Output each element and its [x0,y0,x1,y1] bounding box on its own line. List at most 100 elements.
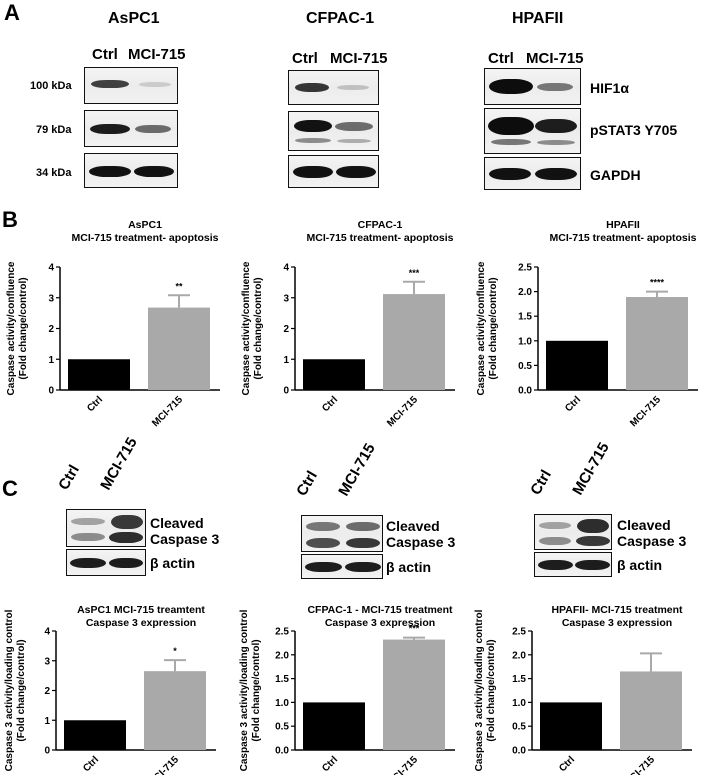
y-tick-label: 1.0 [275,698,289,709]
western-blot-gapdh-cfpac1 [288,155,379,188]
chart-title: HPAFII- MCI-715 treatment [551,604,683,616]
lane-label-ctrl: Ctrl [55,462,83,493]
protein-label-gapdh: GAPDH [590,167,641,183]
lane-label-treated: MCI-715 [330,50,388,67]
panel-label-a: A [4,0,20,25]
western-blot-caspase3-hpafii [534,514,612,550]
western-blot-caspase3-aspc1 [66,509,146,547]
bar-ctrl [546,340,608,390]
y-axis-label: Caspase 3 activity/loading control [4,609,15,771]
mw-marker-100: 100 kDa [30,80,72,92]
y-axis-label: Caspase activity/confluence [476,261,487,395]
x-tick-label: MCI-715 [150,394,185,429]
protein-label-hif1a: HIF1α [590,80,629,96]
western-blot-beta-actin-hpafii [534,552,612,577]
chart-title: MCI-715 treatment- apoptosis [71,232,218,244]
western-blot-beta-actin-aspc1 [66,549,146,576]
x-tick-label: Ctrl [81,754,101,774]
protein-label-beta-actin: β actin [617,557,663,573]
bar-mci-715 [383,639,445,750]
y-tick-label: 2.0 [512,650,526,661]
y-tick-label: 0.5 [275,722,289,733]
bar-ctrl [540,702,602,750]
cell-line-title-aspc1: AsPC1 [108,10,160,27]
y-axis-label: (Fold change/control) [488,277,499,379]
x-tick-label: MCI-715 [628,394,663,429]
chart-title: Caspase 3 expression [325,617,435,629]
x-tick-label: MCI-715 [146,754,181,775]
bar-ctrl [303,702,365,750]
chart-title: CFPAC-1 [358,219,403,231]
y-tick-label: 3 [48,293,54,304]
y-axis-label: (Fold change/control) [18,277,29,379]
chart-title: MCI-715 treatment- apoptosis [549,232,696,244]
y-tick-label: 1.5 [518,312,532,323]
protein-label-beta-actin: β actin [150,555,196,571]
y-tick-label: 0 [48,386,54,397]
protein-label-cleaved: Cleaved [617,517,671,533]
protein-label-caspase3: Caspase 3 [150,531,220,547]
bar-mci-715 [148,307,210,390]
protein-label-caspase3: Caspase 3 [386,534,456,550]
x-tick-label: Ctrl [320,754,340,774]
y-tick-label: 2.5 [275,627,289,638]
y-axis-label: Caspase 3 activity/loading control [474,609,485,771]
y-tick-label: 0.0 [518,386,532,397]
chart-title: CFPAC-1 - MCI-715 treatment [307,604,453,616]
western-blot-gapdh-hpafii [484,157,581,190]
protein-label-pstat3: pSTAT3 Y705 [590,122,678,138]
significance-marker: * [173,646,177,656]
y-tick-label: 2 [48,324,54,335]
x-tick-label: Ctrl [320,394,340,414]
chart-title: AsPC1 MCI-715 treamtent [77,604,205,616]
y-axis-label: Caspase activity/confluence [241,261,252,395]
y-tick-label: 2.5 [518,263,532,274]
chart-title: AsPC1 [128,219,162,231]
lane-label-ctrl: Ctrl [293,468,321,499]
y-tick-label: 0.0 [275,746,289,757]
y-tick-label: 1 [283,355,289,366]
y-tick-label: 0 [283,386,289,397]
y-tick-label: 1.0 [518,336,532,347]
y-tick-label: 1.5 [512,674,526,685]
lane-label-ctrl: Ctrl [488,50,514,67]
y-tick-label: 0.5 [518,361,532,372]
x-tick-label: MCI-715 [385,754,420,775]
y-tick-label: 4 [283,263,289,274]
chart-title: MCI-715 treatment- apoptosis [306,232,453,244]
western-blot-hif1a-cfpac1 [288,70,379,105]
protein-label-caspase3: Caspase 3 [617,533,687,549]
chart-title: Caspase 3 expression [562,617,672,629]
significance-marker: *** [409,268,420,278]
y-axis-label: (Fold change/control) [251,639,262,741]
cell-line-title-cfpac1: CFPAC-1 [306,10,375,27]
western-blot-hif1a-hpafii [484,68,581,105]
y-axis-label: Caspase 3 activity/loading control [239,609,250,771]
y-axis-label: (Fold change/control) [486,639,497,741]
y-tick-label: 1.5 [275,674,289,685]
protein-label-beta-actin: β actin [386,559,432,575]
y-tick-label: 2 [44,686,50,697]
protein-label-cleaved: Cleaved [150,515,204,531]
y-axis-label: (Fold change/control) [253,277,264,379]
western-blot-pstat3-cfpac1 [288,111,379,151]
lane-label-ctrl: Ctrl [292,50,318,67]
mw-marker-34: 34 kDa [36,167,72,179]
y-tick-label: 0 [44,746,50,757]
panel-label-b: B [2,207,18,232]
bar-ctrl [68,359,130,390]
bar-mci-715 [144,671,206,750]
western-blot-pstat3-aspc1 [84,110,178,147]
y-tick-label: 2.5 [512,627,526,638]
x-tick-label: MCI-715 [622,754,657,775]
y-axis-label: Caspase activity/confluence [6,261,17,395]
western-blot-caspase3-cfpac1 [301,515,383,552]
chart-title: Caspase 3 expression [86,617,196,629]
y-tick-label: 1 [48,355,54,366]
y-axis-label: (Fold change/control) [16,639,27,741]
